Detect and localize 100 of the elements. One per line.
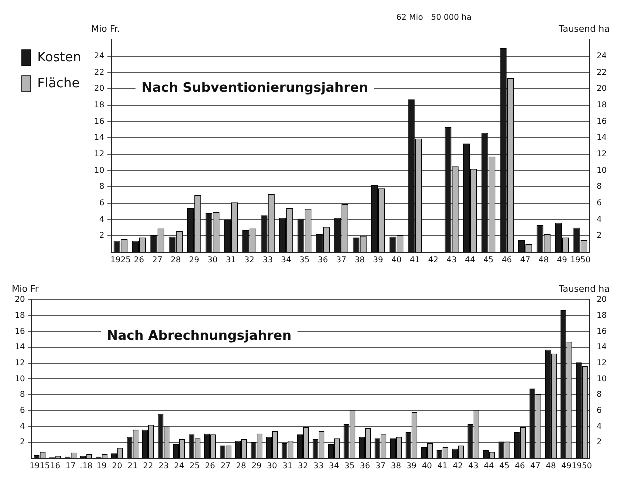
x-tick-label: 30 <box>208 255 218 264</box>
x-tick-label: 28 <box>170 255 182 264</box>
x-tick-label: 40 <box>392 255 402 264</box>
y-tick-label: 14 <box>14 342 26 352</box>
x-tick-label: 17 <box>66 461 76 470</box>
text: 50 000 ha <box>431 13 472 22</box>
y-tick-label: 2 <box>100 231 105 240</box>
x-tick-label: 19 <box>96 461 107 470</box>
x-tick-label: 43 <box>446 255 457 264</box>
x-tick-label: 39 <box>373 255 384 264</box>
y2-axis-title: Tausend ha <box>558 24 610 35</box>
x-tick-label: 26 <box>205 461 216 470</box>
x-tick-label: 25 <box>190 461 200 470</box>
y-tick-label: 2 <box>20 438 26 447</box>
y-tick-label: 10 <box>94 166 105 175</box>
x-tick-label: 32 <box>298 461 308 470</box>
y2-tick-label: 2 <box>596 438 602 447</box>
y-tick-label: 16 <box>14 326 26 336</box>
x-tick-label: 38 <box>354 255 366 264</box>
x-tick-label: 1915 <box>30 461 50 470</box>
x-tick-label: 29 <box>189 255 200 264</box>
x-tick-label: 26 <box>134 255 144 264</box>
x-tick-label: 28 <box>236 461 246 470</box>
x-tick-label: 44 <box>484 461 494 470</box>
x-tick-label: 49 <box>557 255 568 264</box>
y-tick-label: 4 <box>20 422 26 431</box>
x-tick-label: 47 <box>520 255 531 264</box>
y2-tick-label: 6 <box>596 198 602 208</box>
y2-tick-label: 8 <box>596 182 602 192</box>
y-tick-label: 14 <box>94 133 105 142</box>
x-tick-label: 48 <box>538 255 549 264</box>
y2-tick-label: 10 <box>596 166 608 175</box>
x-tick-label: 16 <box>50 461 61 470</box>
y2-tick-label: 18 <box>596 100 608 110</box>
x-tick-label: 34 <box>281 255 292 264</box>
y2-tick-label: 2 <box>596 231 602 240</box>
y-tick-label: 18 <box>14 310 26 320</box>
x-tick-label: 37 <box>376 461 386 470</box>
x-tick-label: 29 <box>252 461 262 470</box>
x-tick-label: 35 <box>300 255 310 264</box>
y2-tick-label: 16 <box>596 116 608 126</box>
x-tick-label: 40 <box>422 461 432 470</box>
x-tick-label: 42 <box>453 461 464 470</box>
y2-tick-label: 4 <box>596 214 602 224</box>
x-tick-label: 43 <box>468 461 479 470</box>
x-tick-label: 36 <box>318 255 328 264</box>
x-tick-label: 32 <box>244 255 255 264</box>
x-tick-label: 44 <box>465 255 476 264</box>
x-tick-label: 23 <box>158 461 169 470</box>
y-tick-label: 6 <box>20 406 26 415</box>
y-tick-label: 12 <box>94 149 105 158</box>
y2-tick-label: 20 <box>596 295 608 304</box>
y2-tick-label: 10 <box>596 374 608 384</box>
x-tick-label: 47 <box>530 461 541 470</box>
x-tick-label: 24 <box>174 461 184 470</box>
x-tick-label: 39 <box>406 461 417 470</box>
y-tick-label: 20 <box>14 295 26 304</box>
x-tick-label: 33 <box>314 461 324 470</box>
y-tick-label: 22 <box>94 68 105 77</box>
text: 62 Mio <box>396 13 424 22</box>
x-tick-label: 21 <box>128 461 138 470</box>
x-tick-label: 30 <box>267 461 278 470</box>
y2-tick-label: 16 <box>596 326 608 336</box>
x-tick-label: 27 <box>152 255 163 264</box>
x-tick-label: 36 <box>360 461 370 470</box>
y-tick-label: 12 <box>14 358 26 368</box>
y-tick-label: 8 <box>20 390 26 400</box>
legend-label: Fläche <box>38 76 80 92</box>
x-tick-label: 38 <box>391 461 402 470</box>
y2-tick-label: 14 <box>596 342 608 352</box>
legend-label: Kosten <box>38 50 82 66</box>
y2-tick-label: 12 <box>596 149 608 158</box>
text: Nach Subventionierungsjahren <box>142 81 368 96</box>
y-tick-label: 20 <box>94 84 105 94</box>
x-tick-label: 41 <box>438 461 448 470</box>
x-tick-label: 45 <box>500 461 510 470</box>
y-axis-title: Mio Fr <box>12 284 40 295</box>
y2-tick-label: 24 <box>596 51 608 60</box>
y2-axis-title: Tausend ha <box>558 284 610 295</box>
x-tick-label: 46 <box>502 255 512 264</box>
y-axis-title: Mio Fr. <box>91 24 120 35</box>
x-tick-label: .18 <box>80 461 93 470</box>
y-tick-label: 8 <box>100 182 105 192</box>
y2-tick-label: 12 <box>596 358 608 368</box>
x-tick-label: 31 <box>282 461 293 470</box>
y2-tick-label: 14 <box>596 133 608 142</box>
x-tick-label: 35 <box>344 461 355 470</box>
y-tick-label: 16 <box>94 116 105 126</box>
x-tick-label: 1925 <box>110 255 131 264</box>
x-tick-label: 33 <box>262 255 274 264</box>
y2-tick-label: 20 <box>596 84 608 94</box>
y2-tick-label: 6 <box>596 406 602 415</box>
x-tick-label: 27 <box>220 461 231 470</box>
y-tick-label: 6 <box>100 198 105 208</box>
y2-tick-label: 18 <box>596 310 608 320</box>
y-tick-label: 18 <box>94 100 105 110</box>
y2-tick-label: 4 <box>596 422 602 431</box>
x-tick-label: 49 <box>561 461 572 470</box>
y-tick-label: 4 <box>100 214 105 224</box>
y2-tick-label: 22 <box>596 68 608 77</box>
